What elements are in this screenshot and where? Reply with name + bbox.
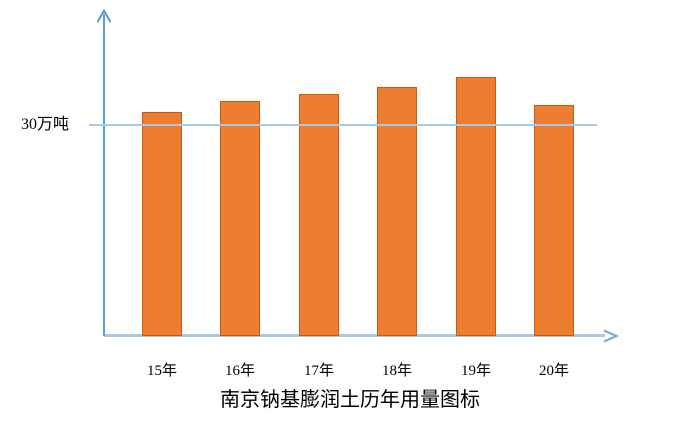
x-tick-label-18年: 18年 bbox=[381, 363, 412, 379]
bar-20年 bbox=[534, 105, 574, 336]
bar-19年 bbox=[456, 77, 496, 336]
x-tick-label-20年: 20年 bbox=[538, 363, 569, 379]
y-axis-line bbox=[103, 14, 105, 336]
x-tick-label-15年: 15年 bbox=[146, 363, 177, 379]
y-reference-label: 30万吨 bbox=[21, 116, 70, 133]
bar-18年 bbox=[377, 87, 417, 336]
bar-17年 bbox=[299, 94, 339, 336]
bar-16年 bbox=[220, 101, 260, 336]
y-axis-arrow-icon bbox=[96, 9, 112, 23]
chart-title: 南京钠基膨润土历年用量图标 bbox=[220, 389, 480, 411]
x-axis-arrow-icon bbox=[603, 329, 619, 343]
x-axis-line bbox=[104, 334, 605, 337]
x-tick-label-16年: 16年 bbox=[224, 363, 255, 379]
x-tick-label-17年: 17年 bbox=[303, 363, 334, 379]
x-tick-label-19年: 19年 bbox=[460, 363, 491, 379]
reference-line-30 bbox=[89, 124, 597, 126]
bar-15年 bbox=[142, 112, 182, 336]
